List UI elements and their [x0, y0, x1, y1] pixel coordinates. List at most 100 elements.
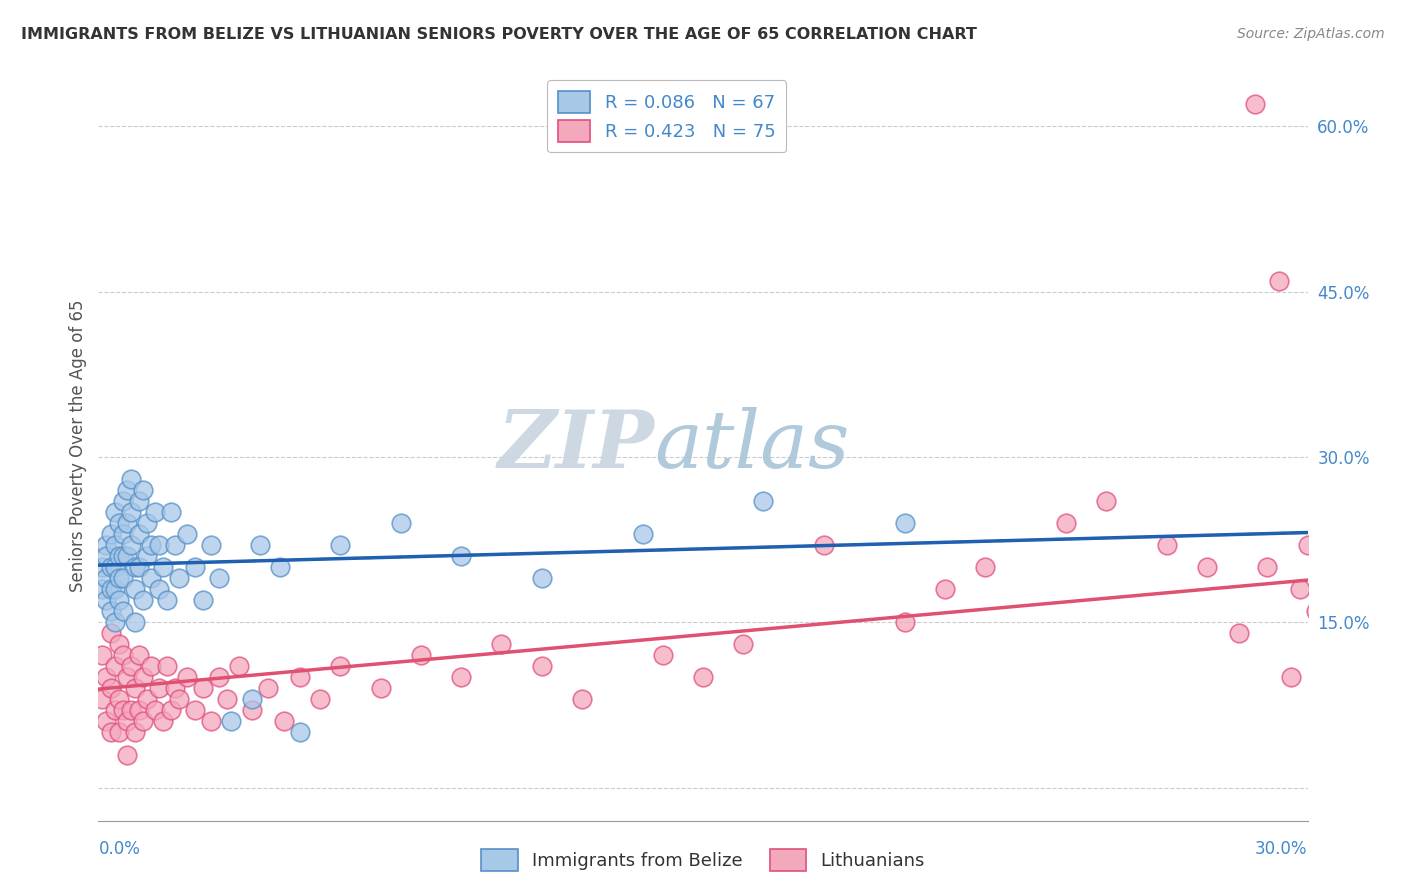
- Point: [1244, 97, 1267, 112]
- Point: [176, 527, 198, 541]
- Text: Source: ZipAtlas.com: Source: ZipAtlas.com: [1237, 27, 1385, 41]
- Point: [103, 560, 125, 574]
- Point: [160, 505, 183, 519]
- Point: [450, 670, 472, 684]
- Point: [107, 637, 129, 651]
- Point: [450, 549, 472, 564]
- Point: [91, 692, 114, 706]
- Point: [135, 516, 157, 530]
- Point: [530, 571, 553, 585]
- Point: [100, 527, 122, 541]
- Point: [96, 538, 118, 552]
- Point: [1288, 582, 1310, 597]
- Point: [124, 582, 146, 597]
- Point: [143, 505, 166, 519]
- Point: [176, 670, 198, 684]
- Point: [132, 593, 155, 607]
- Point: [103, 615, 125, 630]
- Point: [167, 571, 190, 585]
- Point: [273, 714, 295, 729]
- Point: [1296, 538, 1319, 552]
- Point: [1256, 560, 1278, 574]
- Point: [156, 593, 179, 607]
- Point: [491, 637, 513, 651]
- Point: [893, 615, 915, 630]
- Point: [1268, 274, 1291, 288]
- Point: [1305, 604, 1327, 618]
- Point: [269, 560, 291, 574]
- Point: [111, 703, 134, 717]
- Point: [128, 560, 150, 574]
- Point: [692, 670, 714, 684]
- Point: [135, 549, 157, 564]
- Text: 0.0%: 0.0%: [98, 840, 141, 858]
- Point: [184, 560, 207, 574]
- Point: [1095, 494, 1118, 508]
- Point: [96, 593, 118, 607]
- Point: [111, 648, 134, 663]
- Point: [1312, 692, 1334, 706]
- Point: [143, 703, 166, 717]
- Text: atlas: atlas: [655, 408, 851, 484]
- Point: [288, 670, 311, 684]
- Point: [193, 681, 215, 696]
- Point: [228, 659, 250, 673]
- Point: [107, 571, 129, 585]
- Point: [1316, 737, 1339, 751]
- Point: [120, 472, 142, 486]
- Point: [103, 659, 125, 673]
- Point: [184, 703, 207, 717]
- Point: [124, 725, 146, 739]
- Point: [1195, 560, 1218, 574]
- Point: [96, 571, 118, 585]
- Point: [631, 527, 654, 541]
- Point: [974, 560, 997, 574]
- Point: [135, 692, 157, 706]
- Point: [132, 483, 155, 497]
- Point: [200, 538, 222, 552]
- Text: 30.0%: 30.0%: [1256, 840, 1308, 858]
- Point: [1320, 648, 1343, 663]
- Point: [893, 516, 915, 530]
- Point: [148, 681, 170, 696]
- Point: [111, 571, 134, 585]
- Point: [111, 549, 134, 564]
- Point: [152, 714, 174, 729]
- Point: [91, 648, 114, 663]
- Point: [96, 670, 118, 684]
- Point: [152, 560, 174, 574]
- Point: [249, 538, 271, 552]
- Text: IMMIGRANTS FROM BELIZE VS LITHUANIAN SENIORS POVERTY OVER THE AGE OF 65 CORRELAT: IMMIGRANTS FROM BELIZE VS LITHUANIAN SEN…: [21, 27, 977, 42]
- Point: [107, 725, 129, 739]
- Point: [111, 527, 134, 541]
- Point: [128, 527, 150, 541]
- Point: [124, 615, 146, 630]
- Point: [96, 549, 118, 564]
- Point: [1227, 626, 1250, 640]
- Point: [100, 604, 122, 618]
- Point: [120, 703, 142, 717]
- Point: [256, 681, 278, 696]
- Point: [132, 670, 155, 684]
- Point: [115, 714, 138, 729]
- Point: [128, 494, 150, 508]
- Point: [221, 714, 243, 729]
- Point: [124, 560, 146, 574]
- Point: [103, 538, 125, 552]
- Point: [309, 692, 332, 706]
- Point: [120, 505, 142, 519]
- Point: [813, 538, 835, 552]
- Point: [100, 626, 122, 640]
- Point: [107, 692, 129, 706]
- Point: [91, 582, 114, 597]
- Point: [156, 659, 179, 673]
- Point: [288, 725, 311, 739]
- Point: [208, 571, 231, 585]
- Point: [409, 648, 432, 663]
- Point: [91, 560, 114, 574]
- Point: [752, 494, 775, 508]
- Point: [200, 714, 222, 729]
- Y-axis label: Seniors Poverty Over the Age of 65: Seniors Poverty Over the Age of 65: [69, 300, 87, 592]
- Point: [530, 659, 553, 673]
- Point: [167, 692, 190, 706]
